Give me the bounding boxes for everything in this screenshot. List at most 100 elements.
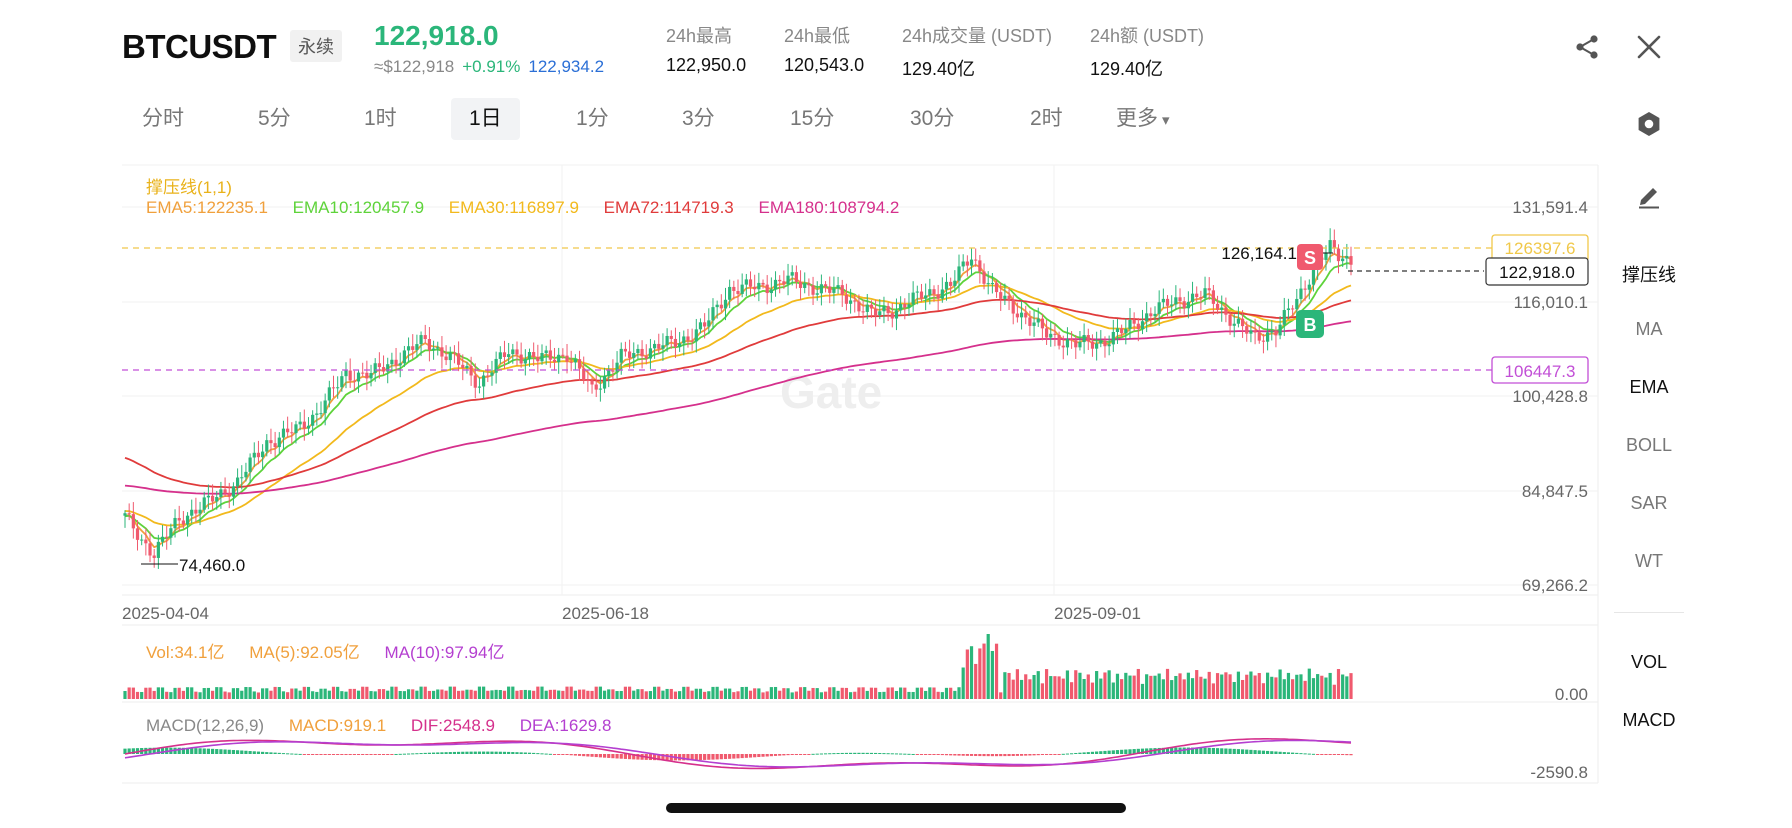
volume-bar <box>1211 683 1215 699</box>
macd-bar <box>1140 748 1145 754</box>
volume-bar <box>1278 669 1282 699</box>
tab-2h[interactable]: 2时 <box>1030 107 1063 130</box>
candle-body <box>165 536 169 538</box>
volume-bar <box>498 690 502 699</box>
volume-bar <box>473 690 477 699</box>
volume-bar <box>1291 679 1295 699</box>
candle-body <box>974 259 978 261</box>
candle-body <box>932 289 936 295</box>
candle-body <box>1053 333 1057 335</box>
volume-bar <box>165 691 169 699</box>
candle-body <box>494 358 498 373</box>
macd-bar <box>1224 748 1228 754</box>
candle-body <box>703 322 707 327</box>
macd-bar <box>690 754 694 761</box>
volume-bar <box>794 691 798 699</box>
tab-5m[interactable]: 5分 <box>258 107 291 130</box>
macd-bar <box>348 754 352 755</box>
macd-bar <box>127 748 131 754</box>
macd-bar <box>1049 754 1053 755</box>
candle-body <box>832 288 836 293</box>
dea-line <box>124 739 1352 768</box>
candle-body <box>577 359 582 369</box>
sidebar-item-ema[interactable]: EMA <box>1629 377 1669 397</box>
volume-bar <box>277 687 281 699</box>
volume-bar <box>1003 672 1007 699</box>
share-button[interactable] <box>1570 30 1604 64</box>
candle-body <box>1245 326 1249 334</box>
macd-bar <box>440 752 444 754</box>
candle-body <box>836 285 840 289</box>
candle-body <box>1157 302 1161 314</box>
candle-body <box>294 424 298 434</box>
tab-15m[interactable]: 15分 <box>790 107 835 130</box>
tab-1h[interactable]: 1时 <box>364 107 397 130</box>
volume-bar <box>886 687 890 699</box>
candle-body <box>715 304 719 308</box>
volume-bar <box>377 689 381 699</box>
volume-bar <box>661 690 665 699</box>
volume-bar <box>194 691 198 699</box>
candle-body <box>744 279 748 285</box>
candle-body <box>452 352 457 354</box>
tab-1m[interactable]: 1分 <box>576 107 609 130</box>
volume-bar <box>219 687 223 699</box>
buy-signal-badge[interactable]: B <box>1296 310 1324 338</box>
sidebar-item-sar[interactable]: SAR <box>1630 493 1668 513</box>
volume-bar <box>1303 680 1307 699</box>
volume-bar <box>202 688 206 699</box>
tab-timeline[interactable]: 分时 <box>142 107 184 130</box>
volume-bar <box>386 690 390 699</box>
candle-body <box>874 308 878 316</box>
volume-bar <box>936 691 940 699</box>
sidebar-item-boll[interactable]: BOLL <box>1625 435 1673 455</box>
tab-1d[interactable]: 1日 <box>451 98 520 140</box>
sidebar-item-support-resistance[interactable]: 撑压线 <box>1622 265 1676 285</box>
candle-body <box>256 452 261 458</box>
macd-bar <box>853 752 857 754</box>
volume-bar <box>615 691 619 699</box>
tab-30m[interactable]: 30分 <box>910 107 955 130</box>
candle-body <box>723 299 728 309</box>
resistance-tag-label: 126397.6 <box>1505 239 1576 258</box>
tab-more[interactable]: 更多 ▾ <box>1098 98 1188 140</box>
candle-body <box>953 280 957 286</box>
close-button[interactable] <box>1632 30 1666 64</box>
volume-bar <box>890 687 894 699</box>
chart-settings-button[interactable] <box>1632 107 1666 141</box>
candle-body <box>623 348 628 352</box>
macd-bar <box>219 749 223 754</box>
symbol-title[interactable]: BTCUSDT <box>122 28 277 65</box>
volume-bar <box>1040 683 1045 699</box>
sidebar-item-vol[interactable]: VOL <box>1630 652 1668 672</box>
macd-bar <box>711 754 715 760</box>
candle-body <box>315 413 319 415</box>
sell-signal-badge[interactable]: S <box>1297 244 1323 270</box>
volume-bar <box>569 686 573 699</box>
macd-bar <box>1211 748 1215 754</box>
volume-bar <box>523 689 527 699</box>
macd-bar <box>1065 753 1070 755</box>
macd-bar <box>444 752 448 754</box>
volume-bar <box>728 688 732 699</box>
sidebar-item-ma[interactable]: MA <box>1635 319 1663 339</box>
macd-bar <box>836 753 840 755</box>
macd-bar <box>1278 751 1282 754</box>
volume-bar <box>294 688 298 699</box>
volume-bar <box>511 686 515 699</box>
sidebar-item-macd[interactable]: MACD <box>1622 710 1676 730</box>
support-tag: 106447.3 <box>1491 356 1589 384</box>
candle-body <box>219 489 223 498</box>
sidebar-item-wt[interactable]: WT <box>1635 551 1663 571</box>
candle-body <box>965 261 969 266</box>
macd-bar <box>1040 754 1045 755</box>
macd-bar <box>1199 747 1203 754</box>
macd-bar <box>202 748 206 754</box>
tab-3m[interactable]: 3分 <box>682 107 715 130</box>
candle-body <box>1295 298 1299 310</box>
draw-tool-button[interactable] <box>1632 178 1666 212</box>
candle-body <box>794 272 798 282</box>
macd-bar <box>248 751 252 754</box>
candle-body <box>640 348 644 357</box>
